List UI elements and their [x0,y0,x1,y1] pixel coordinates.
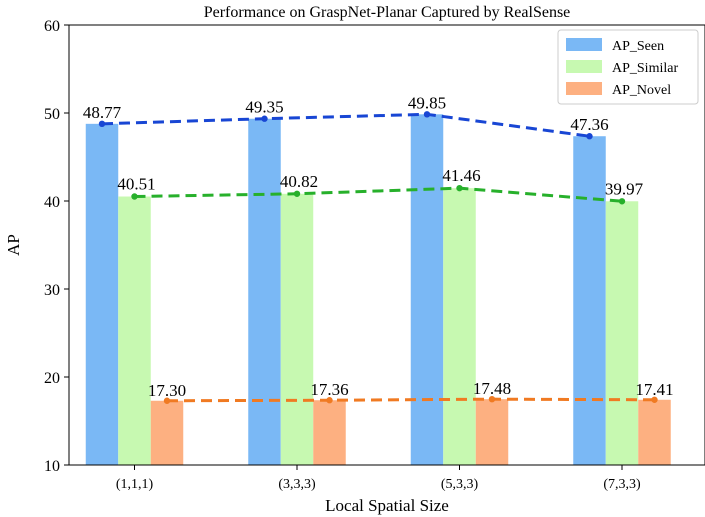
trend-point-ap-novel [488,395,496,403]
legend-swatch-ap-novel [566,82,602,95]
trend-point-ap-similar [131,193,138,200]
legend-swatch-ap-similar [566,60,602,73]
bar-ap-novel [313,400,346,465]
data-label-ap-seen: 49.35 [245,98,283,117]
bar-ap-seen [573,136,606,465]
x-tick-label: (1,1,1) [116,477,154,492]
legend-label-ap-novel: AP_Novel [612,83,671,98]
y-tick-label: 10 [44,458,60,475]
bar-ap-seen [248,118,281,465]
trend-point-ap-novel [651,396,658,403]
x-tick-label: (5,3,3) [441,477,479,492]
bar-ap-novel [150,400,184,465]
chart-title: Performance on GraspNet-Planar Captured … [204,4,571,21]
trend-point-ap-similar [618,198,626,205]
trend-line-ap-seen [101,112,590,138]
y-axis-label: AP [4,234,23,256]
trend-point-ap-similar [293,190,301,197]
legend-label-ap-seen: AP_Seen [612,39,664,54]
trend-point-ap-similar [456,184,463,192]
x-tick-label: (7,3,3) [603,477,641,492]
trend-point-ap-seen [261,115,268,122]
y-tick-label: 30 [44,282,60,299]
y-tick-label: 20 [44,370,60,387]
x-axis-label: Local Spatial Size [325,496,449,515]
legend-swatch-ap-seen [566,38,602,51]
lines-layer [98,111,658,404]
y-tick-label: 50 [44,106,60,123]
trend-point-ap-seen [98,120,106,128]
trend-point-ap-seen [423,111,431,118]
trend-point-ap-novel [163,397,171,404]
trend-point-ap-seen [586,133,593,140]
data-label-ap-novel: 17.30 [148,381,186,400]
bar-ap-seen [85,123,119,465]
data-label-ap-novel: 17.48 [473,379,511,398]
y-tick-label: 60 [44,18,60,35]
data-label-ap-similar: 40.82 [280,172,318,191]
trend-point-ap-novel [326,397,333,404]
data-label-ap-similar: 41.46 [442,166,480,185]
x-tick-label: (3,3,3) [278,477,316,492]
bar-ap-similar [280,193,314,465]
legend: AP_Seen AP_Similar AP_Novel [557,29,699,105]
trend-line-ap-novel [166,397,655,403]
bar-ap-novel [638,399,671,465]
data-label-ap-seen: 49.85 [408,93,446,112]
bar-ap-similar [118,196,151,465]
bars-layer [85,114,671,466]
bar-ap-similar [443,188,476,466]
axes-layer: 10 20 30 40 50 60 (1,1,1) (3,3,3) (5,3,3) (7,3,3) [44,18,641,492]
y-tick-label: 40 [44,194,60,211]
data-label-ap-similar: 39.97 [605,179,644,198]
value-labels-layer: 48.77 49.35 49.85 47.36 40.51 40.82 41.46 39.97… [83,93,674,399]
legend-label-ap-similar: AP_Similar [612,61,678,76]
data-label-ap-novel: 17.36 [310,380,348,399]
bar-ap-novel [475,399,509,465]
data-label-ap-seen: 48.77 [83,103,122,122]
bar-ap-similar [605,201,639,465]
trend-line-ap-similar [134,186,623,203]
data-label-ap-similar: 40.51 [117,175,155,194]
plot-frame [68,24,705,466]
data-label-ap-seen: 47.36 [570,115,608,134]
data-label-ap-novel: 17.41 [635,380,673,399]
bar-ap-seen [410,114,444,465]
